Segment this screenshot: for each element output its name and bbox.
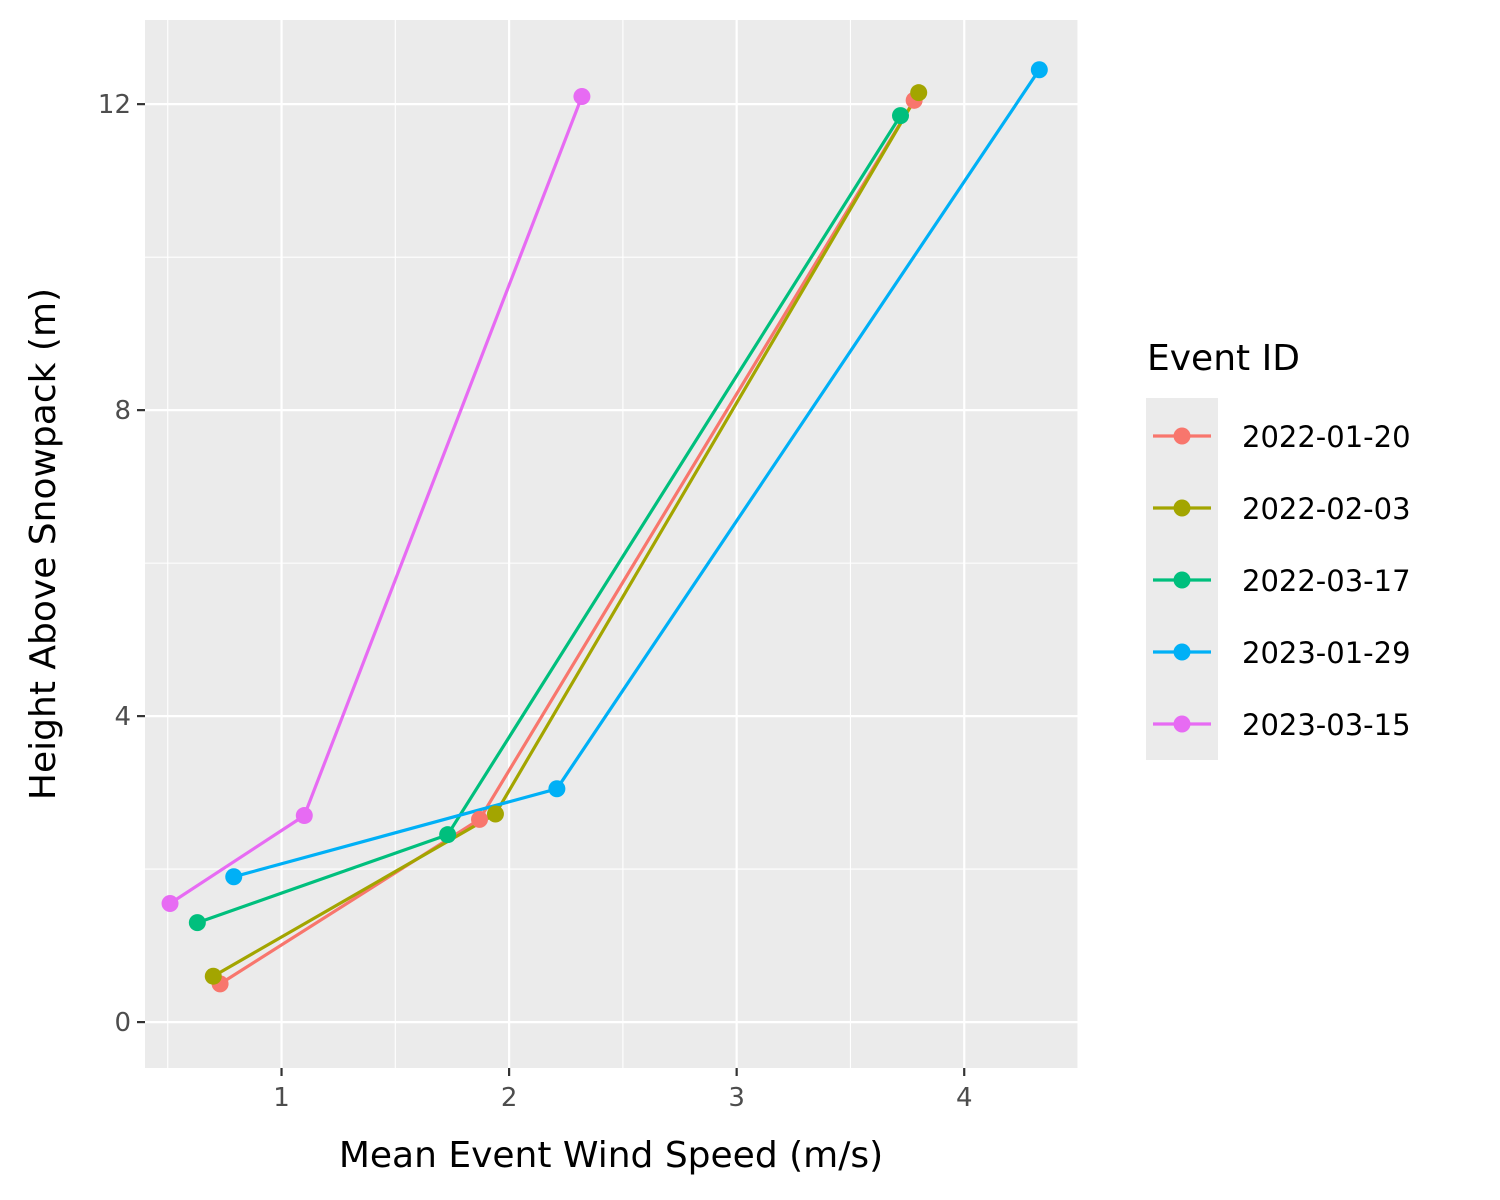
legend-label: 2023-01-29 <box>1242 636 1411 670</box>
x-axis-title: Mean Event Wind Speed (m/s) <box>339 1135 883 1176</box>
x-axis: 1 2 3 4 <box>273 1068 972 1113</box>
series-points <box>161 61 1048 993</box>
legend-key-point <box>1173 499 1191 517</box>
data-point-2023-03-15 <box>161 895 179 913</box>
data-point-2022-02-03 <box>910 84 928 102</box>
legend-key-point <box>1173 715 1191 733</box>
legend-label: 2022-02-03 <box>1242 492 1411 526</box>
legend: 2022-01-20 2022-02-03 2022-03-17 2023-01-29… <box>1153 420 1411 742</box>
x-tick-label: 2 <box>501 1083 518 1113</box>
legend-title: Event ID <box>1147 338 1300 379</box>
panel-background <box>145 20 1078 1068</box>
data-point-2023-01-29 <box>1030 61 1048 79</box>
data-point-2023-03-15 <box>573 87 591 105</box>
y-tick-label: 12 <box>98 90 131 120</box>
x-tick-label: 4 <box>956 1083 973 1113</box>
y-tick-label: 8 <box>114 396 131 426</box>
x-tick-label: 1 <box>273 1083 290 1113</box>
y-axis: 0 4 8 12 <box>98 90 145 1038</box>
data-point-2023-01-29 <box>548 780 566 798</box>
legend-key-point <box>1173 427 1191 445</box>
legend-label: 2022-03-17 <box>1242 564 1411 598</box>
data-point-2023-01-29 <box>225 868 243 886</box>
data-point-2022-03-17 <box>188 914 206 932</box>
data-point-2023-03-15 <box>295 807 313 825</box>
legend-key-point <box>1173 643 1191 661</box>
data-point-2022-01-20 <box>471 810 489 828</box>
y-tick-label: 4 <box>114 702 131 732</box>
y-axis-title: Height Above Snowpack (m) <box>23 288 64 800</box>
data-point-2022-03-17 <box>892 107 910 125</box>
legend-key-point <box>1173 571 1191 589</box>
data-point-2022-02-03 <box>204 967 222 985</box>
major-gridlines <box>145 20 1078 1068</box>
x-tick-label: 3 <box>728 1083 745 1113</box>
y-tick-label: 0 <box>114 1008 131 1038</box>
data-point-2022-02-03 <box>486 805 504 823</box>
data-point-2022-03-17 <box>439 826 457 844</box>
legend-label: 2022-01-20 <box>1242 420 1411 454</box>
legend-label: 2023-03-15 <box>1242 708 1411 742</box>
